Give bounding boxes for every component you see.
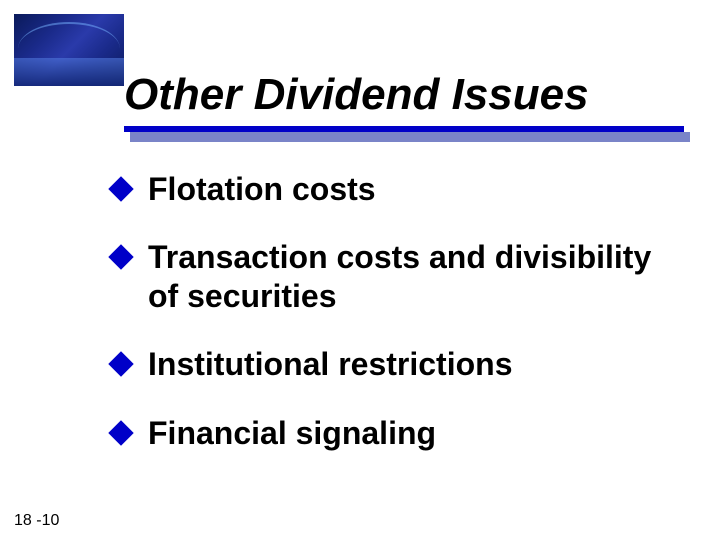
bullet-text: Institutional restrictions [148, 345, 512, 383]
title-underline-shadow [130, 132, 690, 142]
slide-title: Other Dividend Issues [124, 70, 589, 120]
diamond-bullet-icon [108, 176, 133, 201]
list-item: Transaction costs and divisibility of se… [112, 238, 652, 315]
diamond-bullet-icon [108, 420, 133, 445]
diamond-bullet-icon [108, 245, 133, 270]
list-item: Financial signaling [112, 414, 652, 452]
bullet-text: Transaction costs and divisibility of se… [148, 238, 652, 315]
title-underline [124, 126, 684, 132]
diamond-bullet-icon [108, 351, 133, 376]
bullet-text: Flotation costs [148, 170, 376, 208]
list-item: Flotation costs [112, 170, 652, 208]
title-block: Other Dividend Issues [124, 72, 684, 132]
bullet-list: Flotation costs Transaction costs and di… [112, 170, 652, 482]
list-item: Institutional restrictions [112, 345, 652, 383]
bullet-text: Financial signaling [148, 414, 436, 452]
slide-number: 18 -10 [14, 512, 59, 530]
bridge-logo-image [14, 14, 124, 86]
